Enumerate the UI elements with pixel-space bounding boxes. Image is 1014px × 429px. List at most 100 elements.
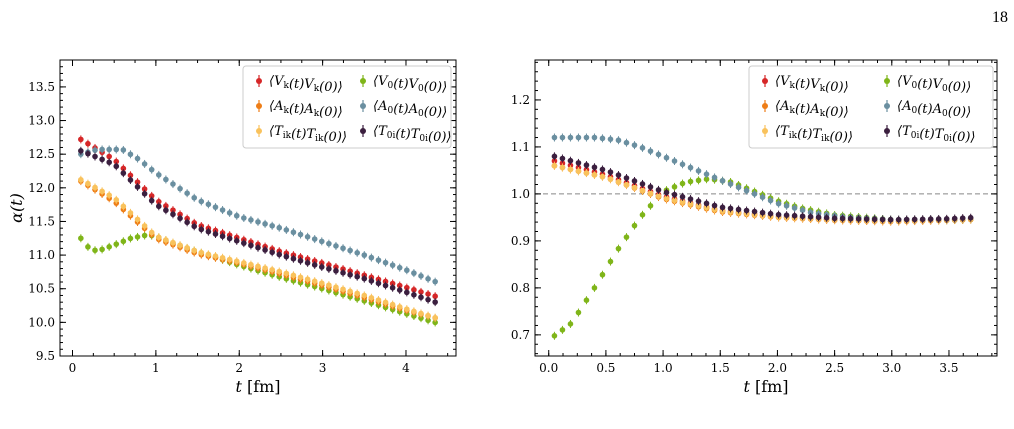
legend-marker xyxy=(762,103,768,109)
data-point xyxy=(655,151,662,158)
data-point xyxy=(241,240,247,246)
data-point xyxy=(711,202,718,209)
data-point xyxy=(783,212,790,218)
x-tick-label: 1.0 xyxy=(654,361,673,375)
data-point xyxy=(85,244,91,250)
legend-text-part: ⟨V xyxy=(269,74,285,89)
legend-marker xyxy=(256,128,262,134)
data-point xyxy=(148,193,155,199)
data-point xyxy=(155,172,162,178)
legend-text-part: ⟨T xyxy=(897,124,912,139)
data-point xyxy=(418,289,424,295)
data-point xyxy=(655,187,662,193)
data-point xyxy=(113,197,120,203)
x-tick-label: 0.0 xyxy=(539,361,558,375)
data-point xyxy=(283,253,290,260)
data-point xyxy=(127,151,134,158)
legend-label: ⟨Ak(t)Ak(0)⟩ xyxy=(775,99,849,120)
legend-frame xyxy=(748,65,994,149)
data-point xyxy=(333,284,339,291)
data-point xyxy=(551,158,558,164)
data-point xyxy=(205,228,212,235)
data-point xyxy=(807,209,814,216)
data-point xyxy=(262,247,268,253)
data-point xyxy=(311,278,318,284)
data-point xyxy=(255,244,261,251)
legend-text-part: (t)V xyxy=(393,77,419,92)
data-point xyxy=(404,267,410,274)
y-tick-label: 1.2 xyxy=(511,93,530,107)
legend-text-part: (0)⟩ xyxy=(428,130,452,145)
data-point xyxy=(396,304,403,310)
legend-text-part: ⟨V xyxy=(775,74,791,89)
data-point xyxy=(113,241,120,247)
data-point xyxy=(290,272,297,279)
legend-text-part: (t)T xyxy=(919,127,944,142)
data-point xyxy=(326,240,332,247)
data-point xyxy=(276,224,283,231)
data-point xyxy=(695,198,702,204)
data-point xyxy=(639,212,646,218)
legend-label: ⟨Vk(t)Vk(0)⟩ xyxy=(269,74,343,95)
data-point xyxy=(120,203,127,210)
data-point xyxy=(333,243,339,249)
data-point xyxy=(340,270,346,276)
legend-text-part: (0)⟩ xyxy=(319,105,343,120)
data-point xyxy=(767,210,774,217)
data-point xyxy=(170,239,176,246)
data-point xyxy=(262,221,268,227)
series-6 xyxy=(551,152,974,224)
data-point xyxy=(671,197,678,204)
legend-label: ⟨A0(t)A0(0)⟩ xyxy=(897,99,971,120)
data-point xyxy=(727,181,734,187)
data-point xyxy=(155,203,162,210)
data-point xyxy=(184,219,190,226)
data-point xyxy=(671,184,678,190)
data-point xyxy=(639,187,646,194)
data-point xyxy=(775,211,782,218)
data-point xyxy=(839,215,846,222)
data-point xyxy=(92,153,98,160)
data-point xyxy=(191,247,198,254)
data-point xyxy=(78,148,84,154)
data-point xyxy=(297,231,304,238)
data-point xyxy=(807,213,814,220)
legend-text-part: ik xyxy=(315,134,324,144)
data-point xyxy=(695,168,702,174)
data-point xyxy=(241,215,247,221)
legend-text-part: (t)V xyxy=(795,77,821,92)
data-point xyxy=(418,273,424,279)
data-point xyxy=(170,211,176,218)
data-point xyxy=(791,205,798,211)
legend-text-part: 0i xyxy=(419,134,428,144)
data-point xyxy=(943,216,950,222)
data-point xyxy=(297,274,304,281)
data-point xyxy=(205,251,212,258)
x-tick-label: 0 xyxy=(69,361,77,375)
data-point xyxy=(340,286,346,293)
data-point xyxy=(120,170,127,176)
chart-panel-1: 0 1 2 3 4 9.5 10.0 10.5 11.0 11.5 12.0 12.5 13.0 13.5… xyxy=(7,59,457,396)
data-point xyxy=(727,205,734,212)
y-tick-label: 11.0 xyxy=(28,248,55,262)
x-axis-unit: [fm] xyxy=(242,377,281,396)
legend-text-part: (t)V xyxy=(289,77,315,92)
data-point xyxy=(783,203,790,209)
x-tick-label: 4 xyxy=(402,361,410,375)
data-point xyxy=(219,254,226,261)
data-point xyxy=(759,209,766,216)
data-point xyxy=(113,158,120,165)
data-point xyxy=(340,245,346,252)
data-point xyxy=(212,204,219,210)
data-point xyxy=(318,260,325,266)
data-point xyxy=(583,297,590,304)
data-point xyxy=(148,229,155,236)
data-point xyxy=(361,292,368,299)
data-point xyxy=(425,276,431,282)
x-tick-label: 2.5 xyxy=(825,361,844,375)
data-point xyxy=(735,184,742,191)
data-point xyxy=(631,178,638,184)
data-point xyxy=(567,321,574,327)
data-point xyxy=(404,306,410,312)
data-point xyxy=(425,312,431,319)
